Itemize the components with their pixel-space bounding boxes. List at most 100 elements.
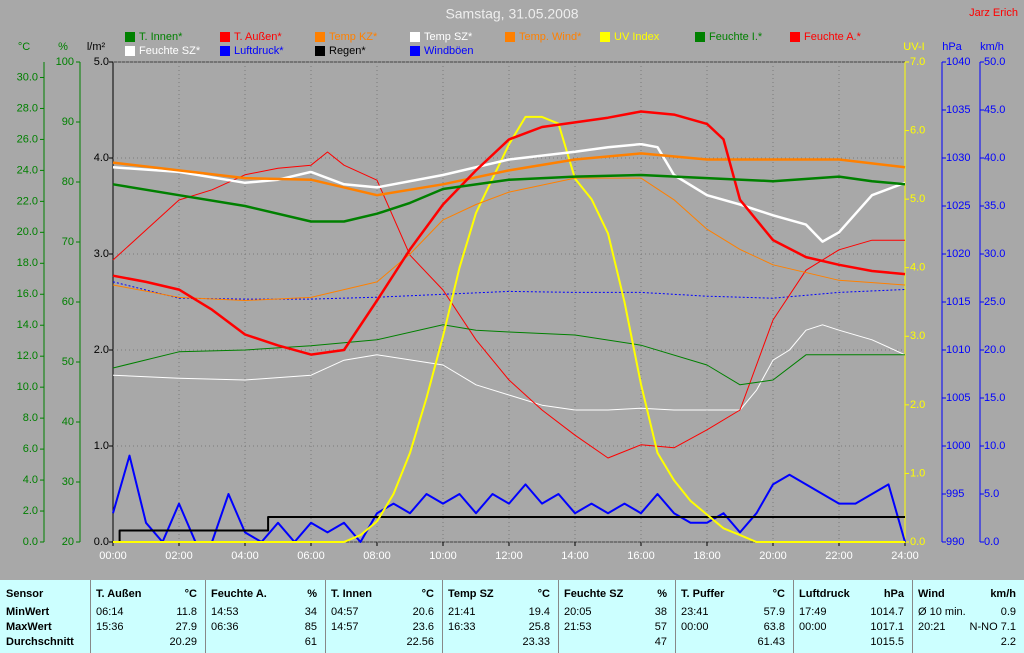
y-tick-label: 1020 [946, 248, 970, 260]
y-tick-label: 25.0 [984, 296, 1005, 308]
x-tick-label: 18:00 [693, 550, 721, 562]
legend-label: Temp. Wind* [519, 31, 582, 43]
column-name: T. Innen [331, 588, 372, 600]
time: 20:05 [564, 606, 592, 618]
value: 1017.1 [870, 621, 904, 633]
legend-label: UV Index [614, 31, 660, 43]
legend-label: Windböen [424, 45, 474, 57]
column-name: Luftdruck [799, 588, 850, 600]
x-tick-label: 12:00 [495, 550, 523, 562]
y-tick-label: 2.0 [94, 344, 109, 356]
y-tick-label: 12.0 [17, 350, 38, 362]
value: 63.8 [763, 621, 785, 633]
series-line [112, 110, 906, 356]
column-unit: °C [421, 588, 434, 600]
column-name: Wind [918, 588, 945, 600]
value: 20.6 [412, 606, 434, 618]
y-tick-label: 6.0 [910, 124, 925, 136]
value: 23.6 [412, 621, 434, 633]
column-name: T. Puffer [681, 588, 725, 600]
time: 06:14 [96, 606, 124, 618]
y-tick-label: 100 [56, 56, 74, 68]
y-tick-label: 20.0 [984, 344, 1005, 356]
y-tick-label: 2.0 [910, 399, 925, 411]
time: 16:33 [448, 621, 476, 633]
y-tick-label: 8.0 [23, 412, 38, 424]
column-unit: °C [772, 588, 785, 600]
y-tick-label: 1030 [946, 152, 970, 164]
column-separator [90, 580, 91, 653]
y-tick-label: 30 [62, 476, 74, 488]
y-tick-label: 90 [62, 116, 74, 128]
y-tick-label: 3.0 [910, 330, 925, 342]
column-name: Temp SZ [448, 588, 494, 600]
series-line [112, 454, 906, 543]
y-tick-label: 1035 [946, 104, 970, 116]
series-line [112, 151, 905, 459]
average: 22.56 [406, 636, 434, 648]
value: 57 [654, 621, 667, 633]
y-tick-label: 1010 [946, 344, 970, 356]
legend-label: T. Außen* [234, 31, 282, 43]
y-tick-label: 6.0 [23, 443, 38, 455]
column-unit: km/h [990, 588, 1016, 600]
y-tick-label: 20 [62, 536, 74, 548]
legend-label: Feuchte SZ* [139, 45, 201, 57]
column-separator [793, 580, 794, 653]
value: 1014.7 [870, 606, 904, 618]
axis-unit: UV-I [903, 41, 924, 53]
column-separator [558, 580, 559, 653]
value: 27.9 [175, 621, 197, 633]
stats-table: Sensor MinWert MaxWert Durchschnitt T. Außen… [0, 580, 1024, 653]
y-tick-label: 30.0 [17, 71, 38, 83]
value: 34 [304, 606, 317, 618]
y-tick-label: 2.0 [23, 505, 38, 517]
column-name: T. Außen [96, 588, 142, 600]
row-label: MinWert [6, 606, 50, 618]
y-tick-label: 0.0 [984, 536, 999, 548]
y-tick-label: 1.0 [94, 440, 109, 452]
average: 61.43 [757, 636, 785, 648]
value: N-NO 7.1 [969, 621, 1016, 633]
legend-swatch [695, 32, 705, 42]
y-tick-label: 50.0 [984, 56, 1005, 68]
y-tick-label: 5.0 [910, 193, 925, 205]
y-tick-label: 26.0 [17, 133, 38, 145]
y-tick-label: 80 [62, 176, 74, 188]
x-tick-label: 02:00 [165, 550, 193, 562]
x-tick-label: 14:00 [561, 550, 589, 562]
x-tick-label: 24:00 [891, 550, 919, 562]
x-tick-label: 04:00 [231, 550, 259, 562]
time: 04:57 [331, 606, 359, 618]
x-tick-label: 08:00 [363, 550, 391, 562]
average: 1015.5 [870, 636, 904, 648]
y-tick-label: 0.0 [94, 536, 109, 548]
y-tick-label: 1025 [946, 200, 970, 212]
x-tick-label: 16:00 [627, 550, 655, 562]
legend-swatch [125, 32, 135, 42]
time: 00:00 [799, 621, 827, 633]
axis-unit: hPa [942, 41, 962, 53]
y-tick-label: 4.0 [94, 152, 109, 164]
y-tick-label: 1000 [946, 440, 970, 452]
series-line [112, 152, 906, 197]
average: 2.2 [1000, 636, 1016, 648]
x-tick-label: 22:00 [825, 550, 853, 562]
average: 23.33 [522, 636, 550, 648]
y-tick-label: 10.0 [17, 381, 38, 393]
value: 19.4 [528, 606, 550, 618]
y-tick-label: 1.0 [910, 467, 925, 479]
y-tick-label: 1040 [946, 56, 970, 68]
y-tick-label: 990 [946, 536, 964, 548]
y-tick-label: 5.0 [94, 56, 109, 68]
time: 14:57 [331, 621, 359, 633]
y-tick-label: 30.0 [984, 248, 1005, 260]
value: 11.8 [176, 606, 197, 618]
time: 06:36 [211, 621, 239, 633]
value: 38 [654, 606, 667, 618]
y-tick-label: 7.0 [910, 56, 925, 68]
legend-swatch [410, 46, 420, 56]
x-tick-label: 00:00 [99, 550, 127, 562]
y-tick-label: 22.0 [17, 195, 38, 207]
series-line [112, 142, 906, 243]
